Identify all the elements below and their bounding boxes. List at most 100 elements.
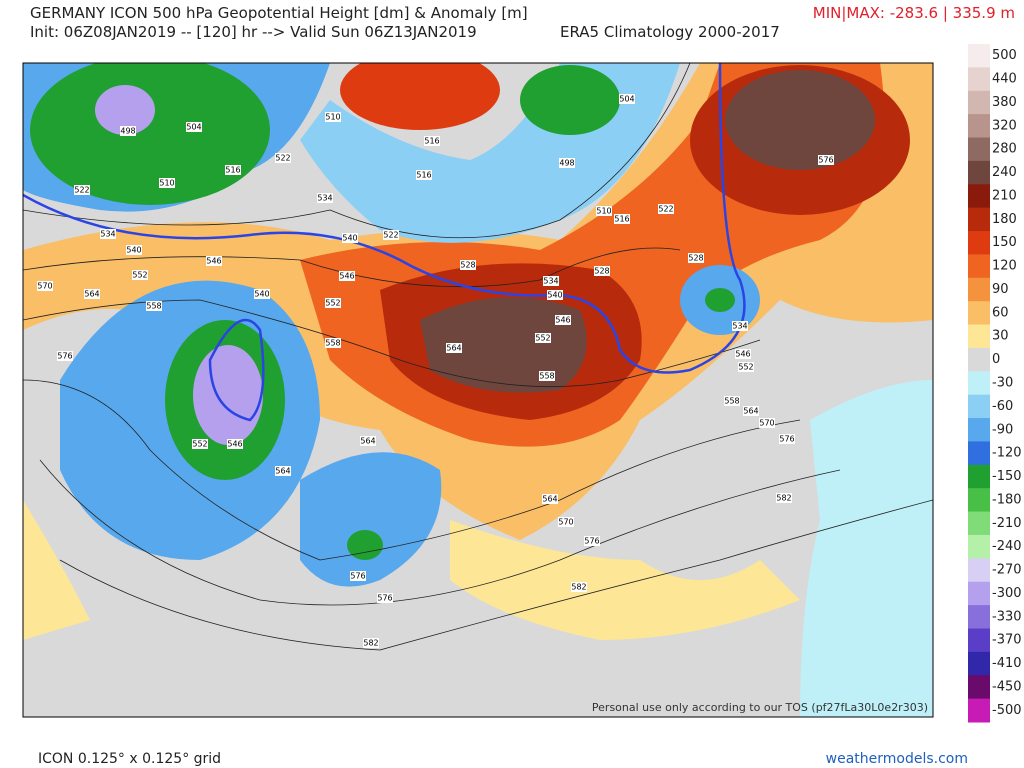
contour-label-bg <box>559 158 575 168</box>
colorbar-label: -30 <box>992 376 1013 391</box>
colorbar-label: 0 <box>992 352 1000 367</box>
contour-label: 516 <box>225 166 240 175</box>
colorbar-label: -60 <box>992 399 1013 414</box>
contour-label: 552 <box>535 334 550 343</box>
colorbar-swatch <box>968 114 990 139</box>
contour-label: 570 <box>558 518 573 527</box>
contour-label-bg <box>37 281 53 291</box>
contour-label: 534 <box>100 230 115 239</box>
colorbar-swatch <box>968 137 990 162</box>
contour-label: 546 <box>206 257 221 266</box>
colorbar-swatch <box>968 371 990 396</box>
contour-label-bg <box>192 439 208 449</box>
contour-label: 522 <box>383 231 398 240</box>
contour-label-bg <box>743 406 759 416</box>
contour-label-bg <box>724 396 740 406</box>
contour-label-bg <box>542 494 558 504</box>
colorbar-swatch <box>968 698 990 723</box>
contour-label-bg <box>547 290 563 300</box>
colorbar-label: -90 <box>992 422 1013 437</box>
contour-label-bg <box>225 165 241 175</box>
map-frame <box>22 62 934 718</box>
contour-label-bg <box>738 362 754 372</box>
contour-label: 522 <box>74 186 89 195</box>
contour-label-bg <box>539 371 555 381</box>
colorbar-label: -120 <box>992 446 1022 461</box>
contour-label: 528 <box>594 267 609 276</box>
colorbar-label: 30 <box>992 329 1009 344</box>
contour-label-bg <box>735 349 751 359</box>
contour-label: 546 <box>227 440 242 449</box>
contour-label: 570 <box>37 282 52 291</box>
contour-label: 564 <box>360 437 375 446</box>
contour-label: 546 <box>735 350 750 359</box>
colorbar-label: 90 <box>992 282 1009 297</box>
contour-label: 558 <box>724 397 739 406</box>
contour-label-bg <box>614 214 630 224</box>
contour-label-bg <box>535 333 551 343</box>
colorbar-swatch <box>968 44 990 68</box>
colorbar-label: 380 <box>992 95 1017 110</box>
contour-label-bg <box>74 185 90 195</box>
colorbar-label: -300 <box>992 586 1022 601</box>
contour-label: 564 <box>275 467 290 476</box>
contour-label-bg <box>84 289 100 299</box>
grid-note: ICON 0.125° x 0.125° grid <box>38 751 221 767</box>
contour-label: 576 <box>377 594 392 603</box>
contour-label-bg <box>317 193 333 203</box>
contour-label-bg <box>416 170 432 180</box>
colorbar-swatch <box>968 394 990 419</box>
contour-label-bg <box>275 466 291 476</box>
colorbar-swatch <box>968 67 990 92</box>
contour-label: 576 <box>818 156 833 165</box>
colorbar-label: 150 <box>992 235 1017 250</box>
colorbar-swatch <box>968 605 990 629</box>
colorbar-swatch <box>968 301 990 326</box>
contour-label: 564 <box>84 290 99 299</box>
colorbar-swatch <box>968 534 990 559</box>
colorbar-label: -370 <box>992 633 1022 648</box>
colorbar-swatch <box>968 511 990 536</box>
colorbar-label: 440 <box>992 72 1017 87</box>
contour-label-bg <box>363 638 379 648</box>
contour-label-bg <box>186 122 202 132</box>
contour-label-bg <box>227 439 243 449</box>
contour-label: 582 <box>363 639 378 648</box>
contour-label-bg <box>339 271 355 281</box>
contour-label: 510 <box>159 179 174 188</box>
contour-label-bg <box>759 418 775 428</box>
contour-label-bg <box>446 343 462 353</box>
contour-label: 552 <box>132 271 147 280</box>
contour-label: 576 <box>779 435 794 444</box>
colorbar-swatch <box>968 558 990 583</box>
contour-label-bg <box>619 94 635 104</box>
contour-label: 576 <box>584 537 599 546</box>
colorbar-swatch <box>968 277 990 302</box>
contour-label: 540 <box>342 234 357 243</box>
contour-label-bg <box>275 153 291 163</box>
contour-label: 498 <box>120 127 135 136</box>
title: GERMANY ICON 500 hPa Geopotential Height… <box>30 4 528 22</box>
colorbar-label: 240 <box>992 165 1017 180</box>
contour-label-bg <box>594 266 610 276</box>
contour-label: 564 <box>446 344 461 353</box>
contour-label-bg <box>57 351 73 361</box>
contour-label: 564 <box>743 407 758 416</box>
colorbar-swatch <box>968 628 990 653</box>
contour-label: 534 <box>543 277 558 286</box>
contour-label: 522 <box>275 154 290 163</box>
colorbar-label: -210 <box>992 516 1022 531</box>
contour-label-bg <box>146 301 162 311</box>
contour-label-bg <box>100 229 116 239</box>
colorbar-label: -150 <box>992 469 1022 484</box>
colorbar-swatch <box>968 207 990 232</box>
contour-label-bg <box>779 434 795 444</box>
contour-label: 576 <box>57 352 72 361</box>
contour-label-bg <box>460 260 476 270</box>
contour-label: 558 <box>325 339 340 348</box>
contour-label-bg <box>254 289 270 299</box>
colorbar-label: 60 <box>992 305 1009 320</box>
contour-label: 504 <box>186 123 201 132</box>
contour-label: 570 <box>759 419 774 428</box>
